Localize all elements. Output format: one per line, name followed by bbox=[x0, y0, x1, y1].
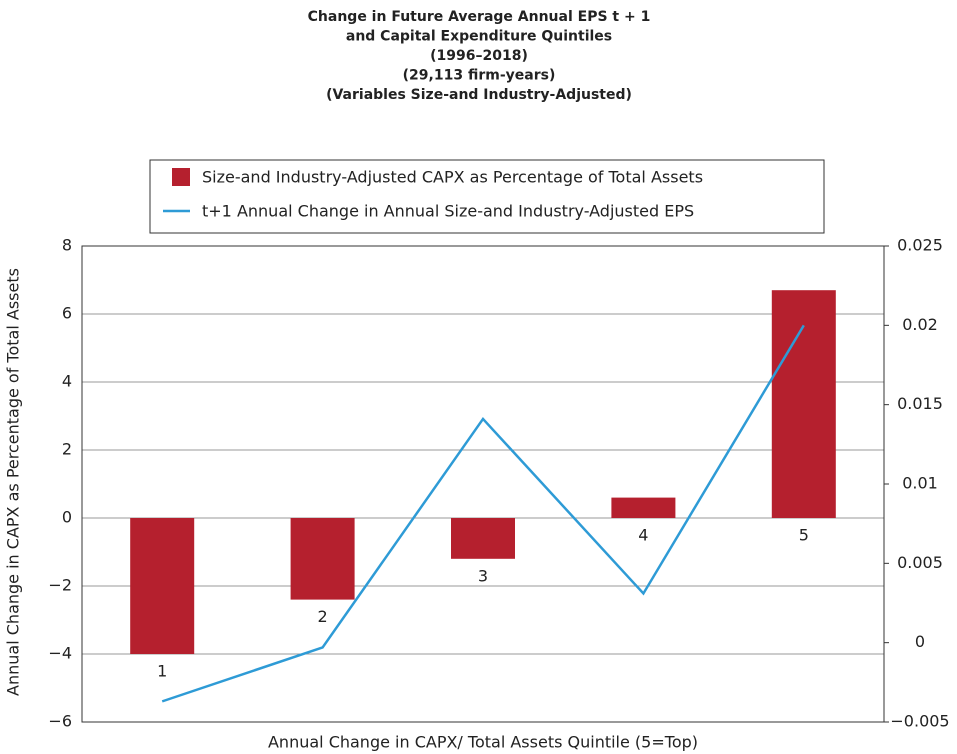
y2-tick-label: 0.015 bbox=[897, 394, 943, 413]
y2-tick-label: −0.005 bbox=[890, 712, 949, 731]
y-axis-label: Annual Change in CAPX as Percentage of T… bbox=[4, 268, 23, 696]
plot-frame bbox=[81, 245, 885, 723]
legend-swatch bbox=[172, 168, 190, 186]
y2-tick-label: 0.01 bbox=[902, 474, 938, 493]
y-tick-label: −2 bbox=[48, 576, 72, 595]
x-tick-label: 5 bbox=[799, 526, 809, 545]
x-tick-label: 1 bbox=[157, 662, 167, 681]
x-tick-label: 3 bbox=[478, 566, 488, 585]
bar bbox=[771, 290, 836, 518]
y-tick-label: 8 bbox=[62, 236, 72, 255]
bar bbox=[451, 518, 515, 559]
chart-title: and Capital Expenditure Quintiles bbox=[346, 29, 612, 45]
y2-tick-label: 0.02 bbox=[902, 315, 938, 334]
legend-box bbox=[149, 159, 825, 234]
line bbox=[161, 324, 805, 703]
legend-label: Size-and Industry-Adjusted CAPX as Perce… bbox=[202, 168, 703, 187]
x-tick-label: 2 bbox=[318, 607, 328, 626]
chart-title: (1996–2018) bbox=[430, 48, 528, 64]
x-axis-label: Annual Change in CAPX/ Total Assets Quin… bbox=[268, 733, 698, 752]
y-tick-label: 2 bbox=[62, 440, 72, 459]
chart-title: (29,113 firm-years) bbox=[403, 68, 556, 84]
x-tick-label: 4 bbox=[638, 526, 648, 545]
bar bbox=[290, 518, 355, 600]
y-tick-label: −4 bbox=[48, 644, 72, 663]
y-tick-label: 6 bbox=[62, 304, 72, 323]
y-tick-label: 0 bbox=[62, 508, 72, 527]
y2-tick-label: 0.025 bbox=[897, 236, 943, 255]
y-tick-label: 4 bbox=[62, 372, 72, 391]
chart-title: Change in Future Average Annual EPS t + … bbox=[308, 9, 651, 25]
legend-label: t+1 Annual Change in Annual Size-and Ind… bbox=[202, 202, 694, 221]
y2-tick-label: 0.005 bbox=[897, 553, 943, 572]
bar bbox=[130, 518, 195, 654]
y-tick-label: −6 bbox=[48, 712, 72, 731]
bar bbox=[611, 497, 676, 518]
y2-tick-label: 0 bbox=[915, 632, 925, 651]
chart-title: (Variables Size-and Industry-Adjusted) bbox=[326, 87, 632, 103]
